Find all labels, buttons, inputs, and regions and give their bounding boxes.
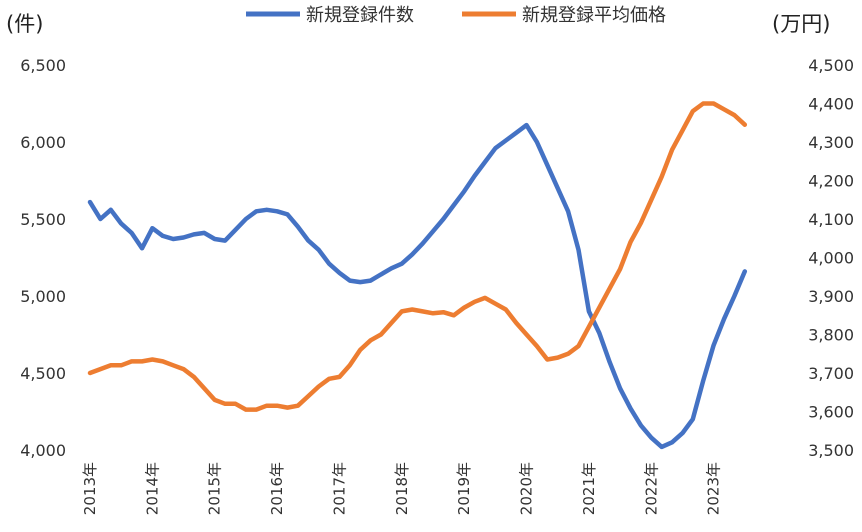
right-tick-label: 3,500 [808,441,854,460]
right-tick-label: 3,800 [808,326,854,345]
right-tick-label: 3,700 [808,364,854,383]
x-tick-label: 2020年 [518,462,536,515]
series-line-registrations [87,122,748,450]
right-tick-label: 3,600 [808,403,854,422]
legend-label-price: 新規登録平均価格 [522,5,666,26]
legend: 新規登録件数 新規登録平均価格 [246,5,666,26]
left-tick-label: 4,500 [20,364,66,383]
left-axis-ticks: 4,000 4,500 5,000 5,500 6,000 6,500 [20,56,66,460]
right-tick-label: 4,400 [808,95,854,114]
legend-label-registrations: 新規登録件数 [306,5,414,26]
x-tick-label: 2014年 [143,462,161,515]
x-tick-label: 2022年 [642,462,660,515]
right-tick-label: 3,900 [808,287,854,306]
x-tick-label: 2016年 [268,462,286,515]
x-tick-label: 2019年 [455,462,473,515]
x-tick-label: 2018年 [393,462,411,515]
right-axis-unit: (万円) [772,12,830,36]
left-axis-unit: (件) [6,12,43,36]
right-axis-ticks: 3,500 3,600 3,700 3,800 3,900 4,000 4,100 4,200… [808,56,854,460]
right-tick-label: 4,500 [808,56,854,75]
series-line-price [87,101,748,412]
x-tick-label: 2013年 [81,462,99,515]
x-tick-label: 2023年 [705,462,723,515]
left-tick-label: 5,000 [20,287,66,306]
left-tick-label: 6,000 [20,133,66,152]
x-tick-label: 2017年 [330,462,348,515]
right-tick-label: 4,300 [808,133,854,152]
x-tick-label: 2021年 [580,462,598,515]
right-tick-label: 4,100 [808,210,854,229]
plot-area [87,101,748,450]
right-tick-label: 4,200 [808,172,854,191]
x-axis-ticks: 2013年 2014年 2015年 2016年 2017年 2018年 2019年 2020年… [81,462,723,515]
x-tick-label: 2015年 [206,462,224,515]
left-tick-label: 6,500 [20,56,66,75]
right-tick-label: 4,000 [808,249,854,268]
left-tick-label: 5,500 [20,210,66,229]
left-tick-label: 4,000 [20,441,66,460]
